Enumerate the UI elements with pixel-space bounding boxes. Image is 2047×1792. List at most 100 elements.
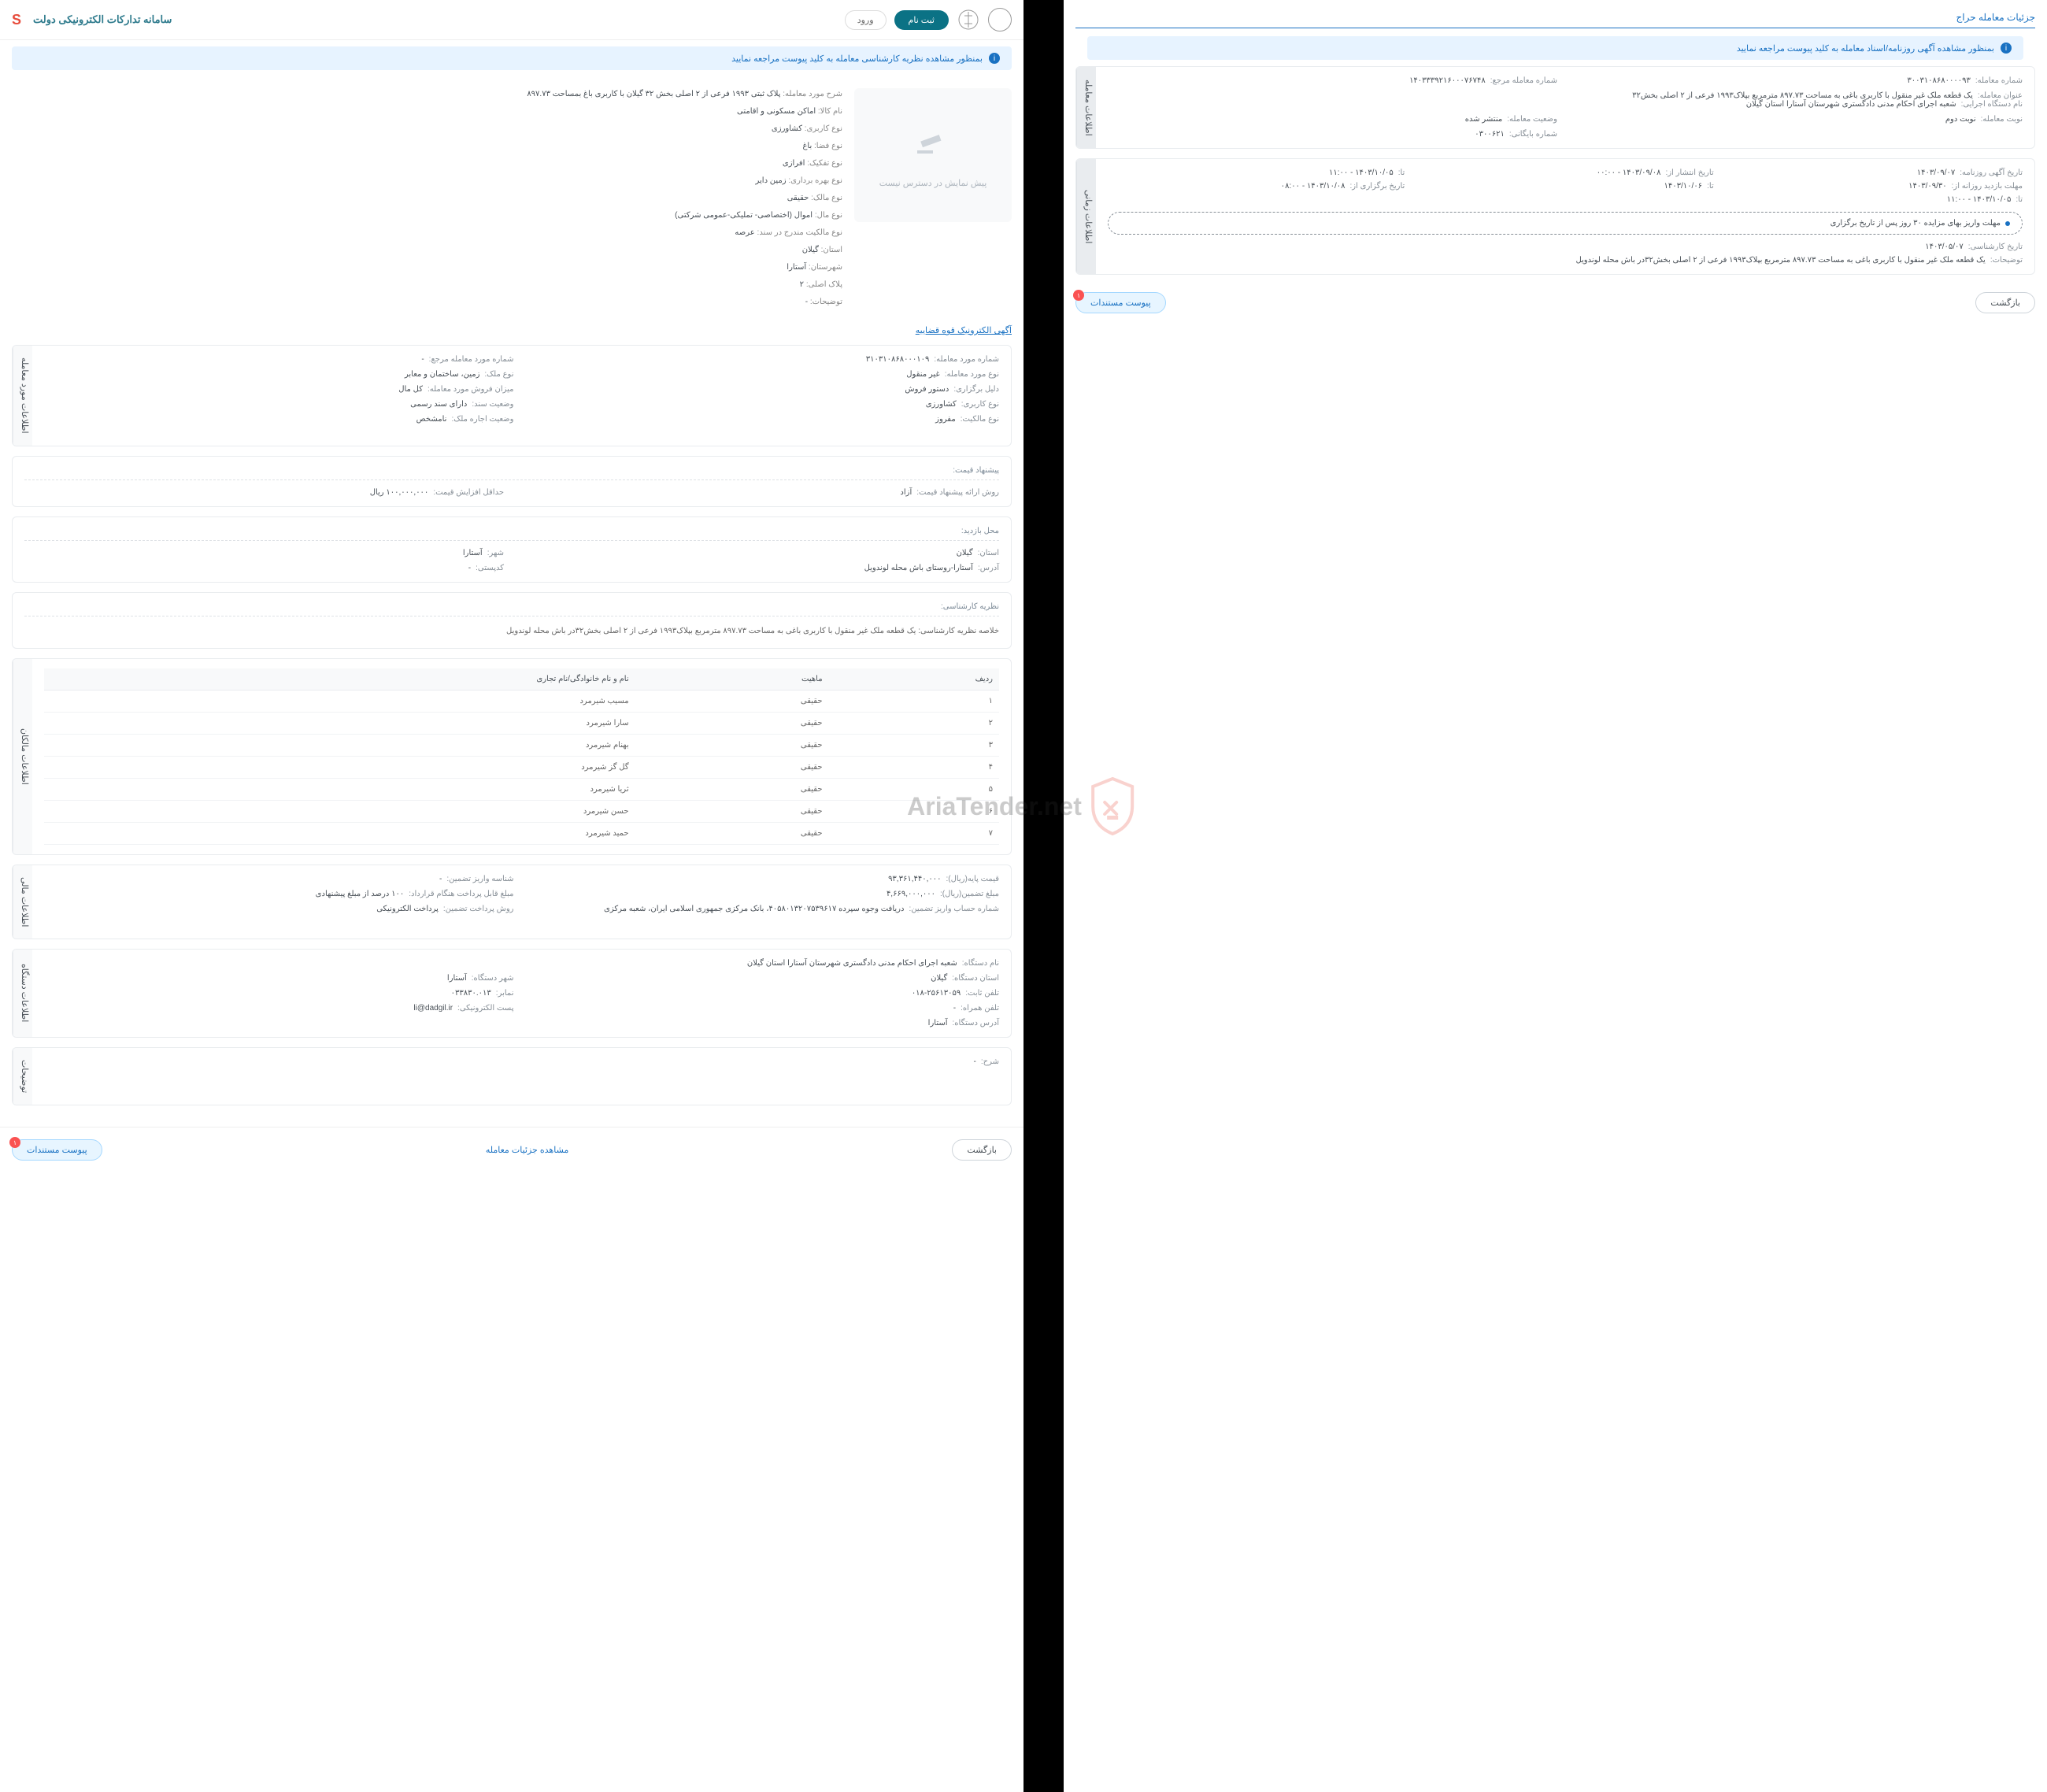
table-header: ماهیت — [635, 668, 829, 691]
section-tab-owners: اطلاعات مالکان — [13, 659, 32, 854]
electronic-link[interactable]: آگهی الکترونیک قوه قضاییه — [916, 326, 1012, 335]
field-item: حداقل افزایش قیمت:۱۰۰,۰۰۰,۰۰۰ ریال — [24, 488, 504, 497]
field-item: میزان فروش مورد معامله:کل مال — [44, 385, 514, 394]
section-tab-agency: اطلاعات دستگاه — [13, 950, 32, 1037]
section-deal-info: شماره مورد معامله:۳۱۰۳۱۰۸۶۸۰۰۰۱۰۹ شماره م… — [12, 345, 1012, 446]
info-row: نام کالا: اماکن مسکونی و اقامتی — [12, 106, 842, 118]
info-row: نوع بهره برداری: زمین دایر — [12, 175, 842, 187]
logo-icon: S — [12, 12, 21, 28]
info-row: نوع مال: اموال (اختصاصی- تملیکی-عمومی شر… — [12, 209, 842, 222]
register-button[interactable]: ثبت نام — [894, 10, 949, 30]
field-item: شماره مورد معامله:۳۱۰۳۱۰۸۶۸۰۰۰۱۰۹ — [530, 355, 1000, 364]
login-button[interactable]: ورود — [845, 10, 887, 30]
table-row: ۳حقیقیبهنام شیرمرد — [44, 734, 999, 756]
section-tab-financial: اطلاعات مالی — [13, 865, 32, 939]
section-financial: قیمت پایه(ریال):۹۳,۳۶۱,۴۴۰,۰۰۰ شناسه واری… — [12, 865, 1012, 939]
owners-table: ردیفماهیتنام و نام خانوادگی/نام تجاری ۱ح… — [44, 668, 999, 845]
info-row: توضیحات: - — [12, 296, 842, 309]
section-owners: ردیفماهیتنام و نام خانوادگی/نام تجاری ۱ح… — [12, 658, 1012, 855]
field-item: نوع کاربری:کشاورزی — [530, 400, 1000, 409]
field-item: شهر:آستارا — [24, 549, 504, 557]
right-panel: ثبت نام ورود سامانه تدارکات الکترونیکی د… — [0, 0, 1024, 1792]
field-item: نمابر:۰۳۳۸۳۰.۰۱۳ — [44, 989, 514, 998]
table-row: ۴حقیقیگل گز شیرمرد — [44, 756, 999, 778]
section-tab-time: اطلاعات زمانی — [1076, 159, 1096, 274]
left-panel: جزئیات معامله حراج i بمنظور مشاهده آگهی … — [1064, 0, 2047, 1792]
gov-emblem-icon — [957, 8, 980, 31]
left-section-deal: شماره معامله:۳۰۰۳۱۰۸۶۸۰۰۰۰۹۳ شماره معامله… — [1075, 66, 2035, 149]
back-button[interactable]: بازگشت — [952, 1139, 1012, 1161]
field-item: تا:۱۴۰۳/۱۰/۰۵ - ۱۱:۰۰ — [1726, 195, 2023, 204]
notice-bar-left: i بمنظور مشاهده آگهی روزنامه/اسناد معامل… — [1087, 36, 2023, 60]
attachments-button[interactable]: ۱ پیوست مستندات — [12, 1139, 102, 1161]
field-item — [1573, 130, 2023, 139]
field-item: شماره مورد معامله مرجع:- — [44, 355, 514, 364]
field-item — [44, 959, 514, 968]
section-tab-deal: اطلاعات معامله — [1076, 67, 1096, 148]
field-item: تا:۱۴۰۳/۱۰/۰۵ - ۱۱:۰۰ — [1108, 168, 1405, 177]
info-row: پلاک اصلی: ۲ — [12, 279, 842, 291]
field-item: آدرس:آستارا-روستای باش محله لوندویل — [520, 564, 999, 572]
table-row: ۵حقیقیثریا شیرمرد — [44, 778, 999, 800]
table-row: ۱حقیقیمسیب شیرمرد — [44, 690, 999, 712]
table-row: ۲حقیقیسارا شیرمرد — [44, 712, 999, 734]
field-item: وضعیت اجاره ملک:نامشخص — [44, 415, 514, 424]
field-item: وضعیت معامله:منتشر شده — [1108, 115, 1557, 124]
details-link[interactable]: مشاهده جزئیات معامله — [486, 1145, 568, 1155]
field-item: استان:گیلان — [520, 549, 999, 557]
field-item: نوبت معامله:نوبت دوم — [1573, 115, 2023, 124]
field-item: تلفن همراه:- — [530, 1004, 1000, 1013]
notice-bar-right: i بمنظور مشاهده نظریه کارشناسی معامله به… — [12, 46, 1012, 70]
field-item: روش پرداخت تضمین:پرداخت الکترونیکی — [44, 905, 514, 913]
info-row: شهرستان: آستارا — [12, 261, 842, 274]
field-item: تاریخ آگهی روزنامه:۱۴۰۳/۰۹/۰۷ — [1726, 168, 2023, 177]
field-item: تاریخ کارشناسی:۱۴۰۳/۰۵/۰۷ — [1108, 243, 2023, 251]
field-item: قیمت پایه(ریال):۹۳,۳۶۱,۴۴۰,۰۰۰ — [530, 875, 1000, 883]
highlight-box: مهلت واریز بهای مزایده ۳۰ روز پس از تاری… — [1108, 212, 2023, 235]
field-item: شرح:- — [44, 1057, 999, 1066]
field-item: عنوان معامله:یک قطعه ملک غیر منقول با کا… — [1108, 91, 2023, 100]
field-item: کدپستی:- — [24, 564, 504, 572]
field-item: نام دستگاه اجرایی:شعبه اجرای احکام مدنی … — [1108, 100, 2023, 109]
info-row: نوع کاربری: کشاورزی — [12, 123, 842, 135]
section-tab-deal-info: اطلاعات مورد معامله — [13, 346, 32, 446]
info-row: شرح مورد معامله: پلاک ثبتی ۱۹۹۳ فرعی از … — [12, 88, 842, 101]
left-panel-title: جزئیات معامله حراج — [1075, 12, 2035, 28]
hammer-icon — [913, 123, 953, 170]
back-button-left[interactable]: بازگشت — [1975, 292, 2035, 313]
info-icon: i — [2001, 43, 2012, 54]
table-header: ردیف — [829, 668, 999, 691]
field-item: تا:۱۴۰۳/۱۰/۰۶ — [1416, 182, 1713, 191]
field-item: پست الکترونیکی:li@dadgil.ir — [44, 1004, 514, 1013]
field-item: استان دستگاه:گیلان — [530, 974, 1000, 983]
field-item: شناسه واریز تضمین:- — [44, 875, 514, 883]
left-section-time: تاریخ آگهی روزنامه:۱۴۰۳/۰۹/۰۷ تاریخ انتشا… — [1075, 158, 2035, 275]
field-item: نوع مورد معامله:غیر منقول — [530, 370, 1000, 379]
field-item: دلیل برگزاری:دستور فروش — [530, 385, 1000, 394]
info-row: نوع مالک: حقیقی — [12, 192, 842, 205]
field-item: نوع مالکیت:مفروز — [530, 415, 1000, 424]
header: ثبت نام ورود سامانه تدارکات الکترونیکی د… — [0, 0, 1024, 40]
info-icon: i — [989, 53, 1000, 64]
image-placeholder: پیش نمایش در دسترس نیست — [854, 88, 1012, 222]
field-item: شماره معامله مرجع:۱۴۰۳۳۳۹۲۱۶۰۰۰۷۶۷۴۸ — [1108, 76, 1557, 85]
site-title: سامانه تدارکات الکترونیکی دولت — [33, 13, 172, 26]
section-tab-notes: توضیحات — [13, 1048, 32, 1105]
emblem-icon — [988, 8, 1012, 31]
table-row: ۶حقیقیحسن شیرمرد — [44, 800, 999, 822]
field-item: مبلغ قابل پرداخت هنگام قرارداد:۱۰۰ درصد … — [44, 890, 514, 898]
field-item: نام دستگاه:شعبه اجرای احکام مدنی دادگستر… — [530, 959, 1000, 968]
attachments-button-left[interactable]: ۱ پیوست مستندات — [1075, 292, 1166, 313]
section-agency: نام دستگاه:شعبه اجرای احکام مدنی دادگستر… — [12, 949, 1012, 1038]
field-item: آدرس دستگاه:آستارا — [530, 1019, 1000, 1027]
field-item: مهلت بازدید روزانه از:۱۴۰۳/۰۹/۳۰ — [1726, 182, 2023, 191]
field-item: مبلغ تضمین(ریال):۴,۶۶۹,۰۰۰,۰۰۰ — [530, 890, 1000, 898]
field-item: شماره معامله:۳۰۰۳۱۰۸۶۸۰۰۰۰۹۳ — [1573, 76, 2023, 85]
info-row: نوع مالکیت مندرج در سند: عرصه — [12, 227, 842, 239]
info-row: استان: گیلان — [12, 244, 842, 257]
table-header: نام و نام خانوادگی/نام تجاری — [44, 668, 635, 691]
field-item: تاریخ برگزاری از:۱۴۰۳/۱۰/۰۸ - ۰۸:۰۰ — [1108, 182, 1405, 191]
table-row: ۷حقیقیحمید شیرمرد — [44, 822, 999, 844]
field-item: نوع ملک:زمین، ساختمان و معابر — [44, 370, 514, 379]
field-item: تاریخ انتشار از:۱۴۰۳/۰۹/۰۸ - ۰۰:۰۰ — [1416, 168, 1713, 177]
